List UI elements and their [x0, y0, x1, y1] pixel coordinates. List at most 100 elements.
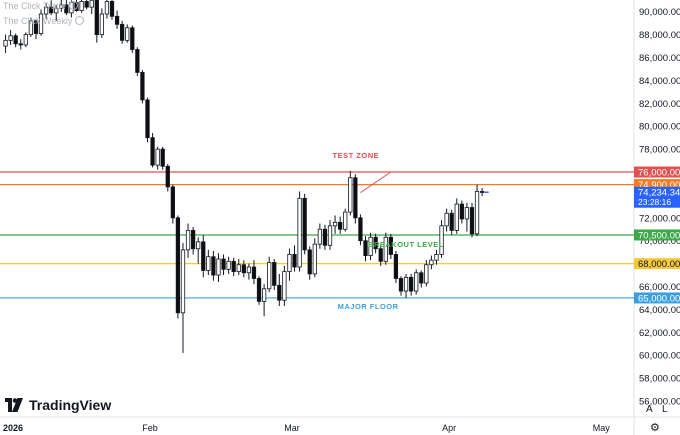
candle-body — [408, 276, 414, 292]
candle-body — [383, 236, 388, 262]
candle-body — [454, 203, 459, 231]
candle-body — [104, 1, 110, 15]
time-tick-label: Feb — [142, 423, 158, 433]
candle-body — [373, 236, 378, 250]
level-price-tag-label: 76,000.00 — [638, 168, 680, 179]
candle-body — [185, 229, 191, 251]
candle-body — [307, 249, 312, 275]
candle-body — [393, 254, 399, 279]
gear-icon[interactable]: ⚙ — [650, 422, 660, 434]
price-tick-label: 82,000.00 — [639, 99, 680, 110]
candle-body — [125, 27, 130, 41]
candle-body — [479, 191, 485, 193]
candle-body — [216, 258, 221, 276]
candle-body — [150, 137, 155, 166]
candle-body — [317, 228, 323, 245]
level-annotation: TEST ZONE — [333, 151, 380, 160]
candle-body — [201, 241, 206, 271]
candle-body — [469, 207, 475, 235]
candle-body — [38, 13, 44, 34]
candle-body — [403, 276, 409, 292]
legend-indicator-2-label: The Click Weekly — [3, 16, 73, 26]
candle-body — [165, 165, 170, 188]
candle-body — [120, 23, 125, 41]
price-tick-label: 80,000.00 — [639, 122, 680, 133]
trendline[interactable] — [360, 171, 392, 194]
candle-body — [297, 197, 302, 268]
candle-body — [272, 262, 277, 286]
candle-body — [8, 35, 13, 41]
candle-body — [241, 264, 246, 274]
candle-body — [160, 148, 165, 167]
auto-scale-button[interactable]: A — [646, 404, 653, 415]
level-price-tag-label: 68,000.00 — [638, 259, 680, 270]
visibility-eye-icon[interactable] — [69, 1, 79, 10]
price-tick-label: 88,000.00 — [639, 30, 680, 41]
price-tick-label: 62,000.00 — [639, 328, 680, 339]
price-tick-label: 86,000.00 — [639, 53, 680, 64]
candle-body — [54, 7, 59, 14]
candle-body — [261, 288, 267, 302]
candle-body — [226, 260, 231, 270]
candle-body — [353, 177, 358, 219]
candle-body — [343, 211, 348, 230]
level-price-tag — [634, 166, 680, 178]
price-tick-label: 72,000.00 — [639, 213, 680, 224]
price-tick-label: 56,000.00 — [639, 396, 680, 407]
candle-body — [23, 34, 28, 46]
candle-body — [449, 212, 454, 231]
candle-body — [277, 284, 282, 301]
level-annotation: MAJOR FLOOR — [338, 302, 399, 311]
candle-body — [348, 177, 353, 213]
tradingview-logo[interactable]: TradingView — [3, 397, 111, 413]
candle-body — [429, 259, 434, 266]
candle-body — [140, 72, 145, 101]
candle-body — [89, 0, 94, 8]
candle-body — [99, 13, 104, 36]
candle-body — [64, 4, 69, 14]
candle-body — [211, 256, 216, 276]
candle-body — [170, 186, 175, 219]
candle-body — [312, 243, 317, 275]
price-tick-label: 64,000.00 — [639, 305, 680, 316]
candle-body — [246, 266, 252, 274]
candle-body — [332, 221, 338, 227]
candle-body — [59, 4, 64, 9]
candle-body — [155, 148, 160, 166]
candle-body — [256, 278, 262, 302]
time-tick-label: May — [593, 423, 611, 433]
price-tick-label: 70,000.00 — [639, 236, 680, 247]
time-tick-label: Apr — [442, 423, 456, 433]
candle-body — [424, 264, 429, 284]
price-tick-label: 78,000.00 — [639, 145, 680, 156]
candle-body — [368, 236, 373, 256]
candle-body — [439, 225, 444, 255]
level-price-tag — [634, 179, 680, 191]
price-tick-label: 66,000.00 — [639, 282, 680, 293]
candle-body — [363, 240, 368, 256]
level-price-tag-label: 65,000.00 — [638, 293, 680, 304]
candle-body — [180, 249, 186, 314]
candle-body — [145, 99, 150, 139]
level-price-tag-label: 70,500.00 — [638, 230, 680, 241]
candle-body — [419, 272, 424, 284]
price-tick-label: 84,000.00 — [639, 76, 680, 87]
candle-body — [292, 254, 297, 268]
candle-body — [414, 272, 419, 292]
time-tick-label: 2026 — [3, 423, 23, 433]
legend-indicator-1[interactable]: The Click Trade — [3, 1, 79, 11]
tradingview-logo-icon — [5, 398, 23, 412]
current-price-tag — [634, 186, 680, 208]
legend-indicator-2[interactable]: The Click Weekly — [3, 16, 85, 26]
level-price-tag — [634, 229, 680, 241]
visibility-eye-icon[interactable] — [75, 16, 85, 25]
level-price-tag-label: 74,900.00 — [638, 180, 680, 191]
candle-body — [221, 258, 226, 270]
candle-body — [358, 217, 363, 242]
candle-body — [444, 212, 449, 227]
candle-body — [206, 256, 211, 271]
log-scale-button[interactable]: L — [662, 404, 668, 415]
candle-body — [434, 254, 439, 261]
candle-body — [94, 0, 99, 36]
